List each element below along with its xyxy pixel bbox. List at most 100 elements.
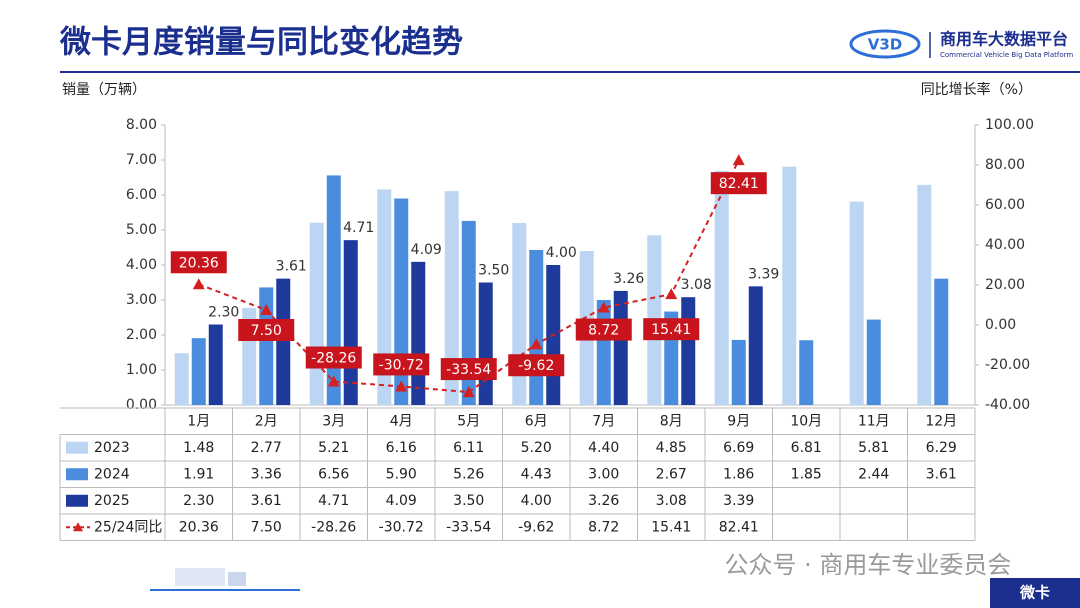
- table-cell: 3.39: [723, 493, 754, 509]
- y2-tick-label: 0.00: [985, 317, 1016, 333]
- marker: [260, 304, 273, 315]
- table-cell: 4.40: [588, 440, 619, 456]
- data-label-box: [373, 353, 430, 376]
- y-tick-label: 0.00: [126, 397, 157, 413]
- logo-glyph: V3D: [868, 36, 903, 54]
- y-tick-label: 1.00: [126, 362, 157, 378]
- x-tick-label: 3月: [322, 413, 345, 429]
- table-cell: -30.72: [379, 519, 424, 535]
- bar: [411, 261, 426, 405]
- data-table: 1月 2月 3月 4月 5月 6月 7月 8月 9月 10月 11月 12月 2023 1.48 2.77 5…: [59, 407, 976, 541]
- legend-swatch: [66, 441, 88, 454]
- table-cell: 2.44: [858, 466, 889, 482]
- table-cell: 5.21: [318, 440, 349, 456]
- table-cell: 6.16: [386, 440, 417, 456]
- data-label: 4.09: [411, 242, 442, 258]
- data-label-box: [710, 172, 767, 195]
- bar: [596, 300, 611, 405]
- y2-tick-label: 40.00: [985, 237, 1025, 253]
- table-cell: 5.81: [858, 440, 889, 456]
- logo: V3D 商用车大数据平台 Commercial Vehicle Big Data…: [849, 29, 1073, 59]
- y2-tick-label: 80.00: [985, 157, 1025, 173]
- data-label-box: [305, 346, 362, 369]
- bar: [512, 223, 527, 405]
- marker: [462, 386, 475, 398]
- table-cell: 4.43: [521, 466, 552, 482]
- x-tick-label: 9月: [727, 413, 750, 429]
- table-cell: 3.08: [656, 493, 687, 509]
- x-tick-label: 4月: [390, 413, 413, 429]
- bar: [799, 340, 814, 405]
- table-cell: 5.20: [521, 440, 552, 456]
- y-tick-label: 5.00: [126, 222, 157, 238]
- y-tick-label: 7.00: [126, 152, 157, 168]
- legend-label: 2025: [94, 493, 130, 509]
- table-cell: 20.36: [179, 519, 219, 535]
- data-label: 2.30: [208, 305, 239, 321]
- table-cell: 1.85: [791, 466, 822, 482]
- data-label-box: [170, 251, 227, 274]
- bar: [174, 353, 189, 405]
- marker: [597, 301, 610, 313]
- bar: [394, 198, 409, 405]
- bar: [934, 278, 949, 405]
- y2-tick-label: 100.00: [985, 117, 1034, 133]
- data-label: 8.72: [588, 323, 619, 339]
- bar: [782, 166, 797, 405]
- y-tick-label: 2.00: [126, 327, 157, 343]
- table-cell: 3.26: [588, 493, 619, 509]
- table-cell: 6.29: [926, 440, 957, 456]
- table-cell: 4.71: [318, 493, 349, 509]
- table-cell: 82.41: [719, 519, 759, 535]
- data-label: 4.00: [546, 245, 577, 261]
- bar: [444, 191, 459, 405]
- legend-swatch: [66, 468, 88, 481]
- data-label-box: [575, 318, 632, 341]
- footer-tab: [990, 578, 1080, 608]
- table-cell: 6.81: [791, 440, 822, 456]
- data-label: 3.50: [478, 263, 509, 279]
- table-cell: 1.48: [183, 440, 214, 456]
- table-cell: 4.09: [386, 493, 417, 509]
- x-tick-label: 2月: [255, 413, 278, 429]
- data-label: 82.41: [719, 176, 759, 192]
- table-cell: 4.00: [521, 493, 552, 509]
- x-tick-label: 6月: [525, 413, 548, 429]
- table-cell: -33.54: [446, 519, 491, 535]
- bar: [917, 184, 932, 405]
- table-cell: 4.85: [656, 440, 687, 456]
- bar: [613, 290, 628, 405]
- table-cell: 6.69: [723, 440, 754, 456]
- marker: [327, 375, 340, 387]
- legend-label: 25/24同比: [94, 519, 162, 535]
- table-cell: 2.30: [183, 493, 214, 509]
- bar: [309, 222, 324, 405]
- data-label: 20.36: [179, 255, 219, 271]
- data-label: -33.54: [446, 362, 491, 378]
- table-cell: 15.41: [651, 519, 691, 535]
- x-tick-label: 5月: [457, 413, 480, 429]
- data-label: 4.71: [343, 220, 374, 236]
- table-cell: 3.50: [453, 493, 484, 509]
- watermark: 公众号 · 商用车专业委员会: [725, 551, 1012, 579]
- table-cell: 2.67: [656, 466, 687, 482]
- bar: [326, 175, 341, 405]
- legend-label: 2023: [94, 440, 130, 456]
- y2-tick-label: -40.00: [985, 397, 1030, 413]
- logo-subtext: Commercial Vehicle Big Data Platform: [940, 51, 1073, 59]
- table-cell: -28.26: [311, 519, 356, 535]
- data-label: -9.62: [518, 358, 554, 374]
- y2-tick-label: 20.00: [985, 277, 1025, 293]
- x-tick-label: 8月: [660, 413, 683, 429]
- x-tick-label: 10月: [790, 413, 822, 429]
- table-cell: -9.62: [518, 519, 554, 535]
- y-tick-label: 3.00: [126, 292, 157, 308]
- bar: [731, 339, 746, 405]
- marker: [192, 278, 205, 290]
- data-label: -28.26: [311, 351, 356, 367]
- bar: [866, 319, 881, 405]
- bar: [259, 287, 274, 405]
- bar: [377, 189, 392, 405]
- table-cell: 3.61: [251, 493, 282, 509]
